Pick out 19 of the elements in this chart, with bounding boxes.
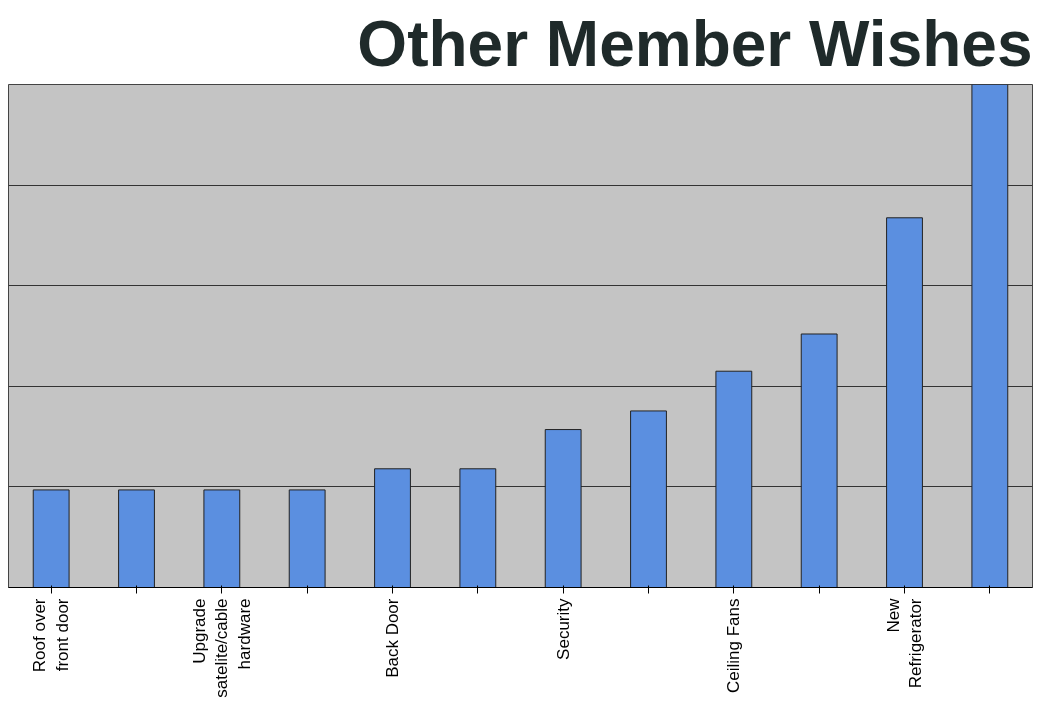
bar (715, 370, 753, 588)
chart-title: Other Member Wishes (357, 7, 1033, 80)
x-tick-label: Security (553, 598, 573, 660)
bar (32, 489, 70, 588)
x-tick-label: Ceiling Fans (724, 598, 744, 693)
bar (118, 489, 155, 588)
x-tick-label: Roof over front door (30, 598, 73, 673)
x-tick-label: New Refrigerator (883, 597, 926, 689)
bar (971, 84, 1009, 588)
bar (800, 333, 838, 588)
bar (459, 468, 497, 588)
bar (374, 468, 411, 588)
x-tick-label: Upgrade satelite/cable hardware (189, 598, 255, 698)
bar (203, 489, 241, 588)
bar (288, 489, 326, 588)
bar (544, 429, 582, 588)
x-tick-label: Back Door (383, 598, 402, 678)
bar (630, 410, 667, 588)
bar (886, 217, 923, 588)
